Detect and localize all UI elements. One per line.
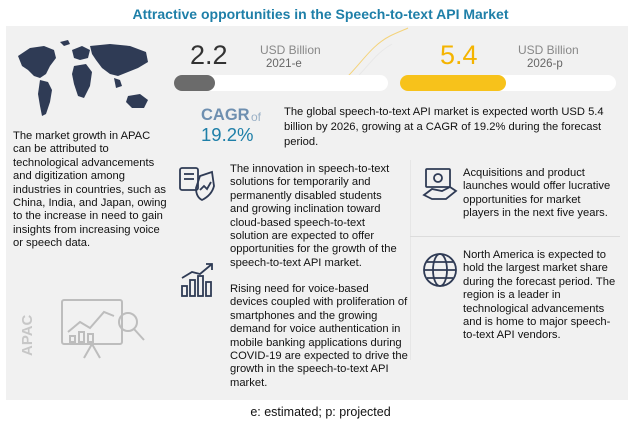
row-divider xyxy=(410,236,620,237)
globe-icon xyxy=(423,253,457,287)
market-2021-value: 2.2 xyxy=(190,40,228,70)
cagr-of-label: of xyxy=(251,110,262,124)
cagr-label: CAGR xyxy=(201,106,250,124)
money-icon xyxy=(422,168,458,200)
market-2026-value: 5.4 xyxy=(440,40,478,70)
market-summary: The global speech-to-text API market is … xyxy=(284,106,604,148)
footnote: e: estimated; p: projected xyxy=(250,405,391,419)
market-2026-bar-fill xyxy=(400,75,506,91)
point-acquisitions: Acquisitions and product launches would … xyxy=(463,167,611,220)
shield-chart-icon xyxy=(179,167,215,202)
market-2026-bar xyxy=(400,75,616,91)
analytics-board-icon xyxy=(61,299,145,359)
world-map-icon xyxy=(18,40,148,116)
page-title: Attractive opportunities in the Speech-t… xyxy=(132,6,509,22)
point-north-america: North America is expected to hold the la… xyxy=(463,249,616,342)
cagr-value: 19.2% xyxy=(201,124,254,145)
bar-trend-icon xyxy=(181,263,213,297)
apac-label-text: APAC xyxy=(19,314,36,356)
market-2026-year: 2026-p xyxy=(527,58,563,70)
point-innovation: The innovation in speech-to-text solutio… xyxy=(230,163,397,269)
point-voice-devices: Rising need for voice-based devices coup… xyxy=(230,283,408,389)
apac-description: The market growth in APAC can be attribu… xyxy=(13,130,167,250)
column-divider xyxy=(410,160,411,360)
market-2021-bar xyxy=(174,75,388,91)
market-2021-unit: USD Billion xyxy=(260,43,321,57)
apac-vertical-label: APAC xyxy=(19,314,36,356)
market-2026-unit: USD Billion xyxy=(518,43,579,57)
market-2021-bar-fill xyxy=(174,75,215,91)
market-2021-year: 2021-e xyxy=(266,58,302,70)
